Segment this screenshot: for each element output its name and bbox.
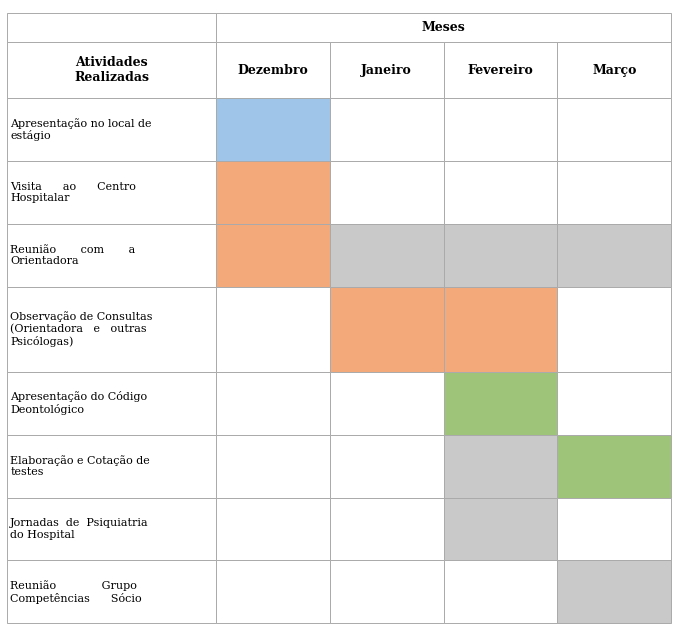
Text: Reunião       com       a
Orientadora: Reunião com a Orientadora (10, 245, 136, 266)
Text: Apresentação no local de
estágio: Apresentação no local de estágio (10, 118, 152, 141)
Bar (216, 287, 330, 372)
Bar (216, 161, 330, 224)
Text: Janeiro: Janeiro (361, 64, 412, 76)
Bar (7, 98, 216, 161)
Bar (330, 434, 443, 497)
Bar (443, 287, 557, 372)
Text: Atividades
Realizadas: Atividades Realizadas (74, 56, 149, 84)
Bar (557, 42, 671, 98)
Bar (330, 372, 443, 434)
Bar (557, 560, 671, 623)
Bar (330, 42, 443, 98)
Text: Fevereiro: Fevereiro (468, 64, 534, 76)
Bar (216, 497, 330, 560)
Bar (557, 98, 671, 161)
Text: Jornadas  de  Psiquiatria
do Hospital: Jornadas de Psiquiatria do Hospital (10, 518, 148, 540)
Bar (443, 98, 557, 161)
Bar (7, 560, 216, 623)
Bar (7, 287, 216, 372)
Bar (443, 560, 557, 623)
Bar (7, 372, 216, 434)
Bar (7, 161, 216, 224)
Bar (557, 372, 671, 434)
Bar (7, 434, 216, 497)
Bar (443, 161, 557, 224)
Bar (330, 161, 443, 224)
Bar (216, 560, 330, 623)
Bar (7, 224, 216, 287)
Text: Reunião             Grupo
Competências      Sócio: Reunião Grupo Competências Sócio (10, 580, 142, 604)
Bar (443, 434, 557, 497)
Bar (330, 224, 443, 287)
Bar (443, 224, 557, 287)
Bar (330, 497, 443, 560)
Text: Meses: Meses (422, 21, 466, 34)
Bar (216, 42, 330, 98)
Bar (443, 42, 557, 98)
Bar (216, 372, 330, 434)
Bar (216, 98, 330, 161)
Text: Visita      ao      Centro
Hospitalar: Visita ao Centro Hospitalar (10, 182, 136, 204)
Text: Observação de Consultas
(Orientadora   e   outras
Psicólogas): Observação de Consultas (Orientadora e o… (10, 312, 153, 347)
Bar (216, 13, 671, 42)
Text: Elaboração e Cotação de
testes: Elaboração e Cotação de testes (10, 455, 150, 477)
Bar (557, 224, 671, 287)
Bar (330, 287, 443, 372)
Bar (7, 497, 216, 560)
Bar (443, 497, 557, 560)
Bar (557, 434, 671, 497)
Bar (557, 161, 671, 224)
Bar (330, 560, 443, 623)
Text: Dezembro: Dezembro (237, 64, 308, 76)
Bar (443, 372, 557, 434)
Bar (216, 224, 330, 287)
Text: Apresentação do Código
Deontológico: Apresentação do Código Deontológico (10, 391, 147, 415)
Text: Março: Março (592, 64, 637, 76)
Bar (557, 287, 671, 372)
Bar (557, 497, 671, 560)
Bar (216, 434, 330, 497)
Bar (330, 98, 443, 161)
Bar (7, 42, 216, 98)
Bar (7, 13, 216, 42)
